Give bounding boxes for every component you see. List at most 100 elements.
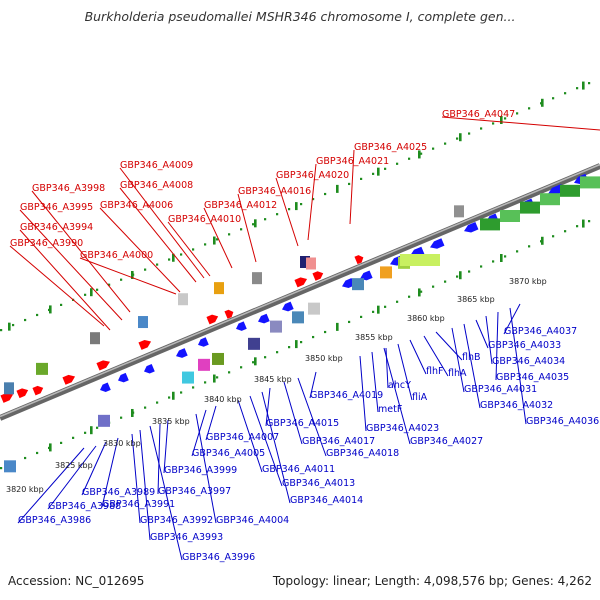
- leader-line: [9, 245, 105, 327]
- leader-line: [131, 433, 141, 524]
- leader-line: [261, 391, 291, 504]
- gene-arrow-shape: [176, 348, 188, 358]
- leader-line: [297, 377, 327, 457]
- guide-dot: [264, 218, 267, 221]
- guide-dot: [372, 310, 375, 313]
- leader-line: [385, 347, 389, 389]
- forward-gene-arrow: [312, 271, 324, 281]
- gene-label: GBP346_A4019: [310, 390, 383, 401]
- gene-label: GBP346_A4037: [504, 326, 577, 337]
- gene-arrow-shape: [224, 309, 234, 319]
- genome-axis: [0, 163, 600, 421]
- guide-dot: [144, 406, 147, 409]
- gene-label: GBP346_A3990: [10, 238, 83, 249]
- forward-gene-arrow: [62, 374, 76, 385]
- leader-line: [19, 229, 111, 331]
- guide-dot: [36, 451, 39, 455]
- gene-label: GBP346_A4034: [492, 356, 565, 367]
- forward-gene-box: [36, 362, 48, 375]
- gene-arrow-shape: [258, 313, 270, 324]
- leader-line: [397, 343, 413, 401]
- gene-label: GBP346_A4023: [366, 423, 439, 434]
- leader-line: [349, 149, 355, 225]
- guide-dot: [492, 260, 495, 263]
- reverse-gene-arrow: [236, 321, 247, 331]
- guide-dot: [0, 467, 3, 470]
- gene-arrow-shape: [312, 271, 324, 281]
- leader-line: [47, 445, 97, 510]
- guide-dot: [408, 157, 411, 160]
- scale-tick-label: 3820 kbp: [6, 485, 44, 494]
- guide-dash: [49, 443, 52, 452]
- gene-label: GBP346_A4025: [354, 142, 427, 153]
- guide-dot: [168, 258, 171, 261]
- guide-dot: [144, 268, 147, 271]
- guide-dash: [336, 184, 339, 193]
- guide-dot: [156, 401, 159, 404]
- leader-line: [371, 351, 379, 413]
- guide-dot: [528, 107, 531, 110]
- guide-dot: [108, 283, 111, 286]
- guide-dot: [24, 456, 27, 460]
- guide-dash: [90, 426, 93, 435]
- gene-arrow-shape: [96, 360, 110, 371]
- gene-label: GBP346_A4020: [276, 170, 349, 181]
- guide-dot: [348, 182, 351, 186]
- gene-label: GBP346_A4012: [204, 200, 277, 211]
- forward-gene-arrow: [16, 388, 29, 399]
- gene-label: GBP346_A4018: [326, 448, 399, 459]
- gene-label: GBP346_A4010: [168, 214, 241, 225]
- reverse-gene-box: [4, 460, 16, 473]
- reverse-gene-box: [248, 337, 260, 350]
- guide-dot: [216, 238, 219, 241]
- gene-label: GBP346_A4036: [526, 416, 599, 427]
- leader-line: [19, 209, 123, 321]
- gene-label: GBP346_A4008: [120, 180, 193, 191]
- guide-dash: [8, 322, 11, 331]
- guide-dot: [432, 147, 435, 150]
- reverse-gene-arrow: [198, 337, 209, 347]
- map-title: Burkholderia pseudomallei MSHR346 chromo…: [84, 9, 516, 24]
- operon-block: [540, 193, 560, 206]
- gene-arrow-shape: [354, 255, 364, 265]
- gene-arrow-shape: [138, 339, 152, 350]
- guide-dot: [240, 366, 243, 369]
- guide-dot: [552, 97, 555, 100]
- guide-dot: [564, 92, 567, 95]
- guide-dot: [216, 376, 219, 379]
- gene-label: flhF: [426, 366, 443, 377]
- leader-line: [463, 323, 481, 409]
- gene-label: ahcY: [388, 380, 411, 391]
- leader-line: [441, 116, 600, 131]
- guide-dot: [228, 371, 231, 374]
- reverse-gene-box: [212, 352, 224, 365]
- gene-arrow-shape: [144, 363, 155, 374]
- guide-dot: [396, 162, 399, 165]
- reverse-gene-box: [182, 371, 194, 384]
- leader-line: [167, 221, 211, 277]
- guide-dot: [420, 290, 423, 293]
- guide-dot: [60, 441, 63, 444]
- leader-line: [191, 409, 207, 457]
- gene-label: GBP346_A4032: [480, 400, 553, 411]
- guide-dash: [254, 219, 257, 228]
- guide-dot: [36, 313, 39, 317]
- guide-dot: [324, 330, 327, 334]
- leader-line: [17, 447, 85, 524]
- reverse-gene-arrow: [100, 382, 111, 392]
- reverse-gene-box: [380, 266, 392, 279]
- gene-arrow-shape: [100, 382, 111, 392]
- guide-dash: [582, 81, 585, 90]
- gene-label: GBP346_A4004: [216, 515, 289, 526]
- forward-gene-arrow: [294, 277, 308, 288]
- guide-dash: [459, 271, 462, 280]
- guide-dash: [90, 288, 93, 297]
- gene-label: fliA: [412, 392, 428, 403]
- genome-axis-highlight: [0, 163, 600, 418]
- forward-gene-box: [300, 256, 310, 268]
- leader-line: [475, 319, 489, 349]
- leader-line: [249, 395, 283, 487]
- forward-gene-arrow: [32, 385, 44, 396]
- guide-dash: [172, 253, 175, 262]
